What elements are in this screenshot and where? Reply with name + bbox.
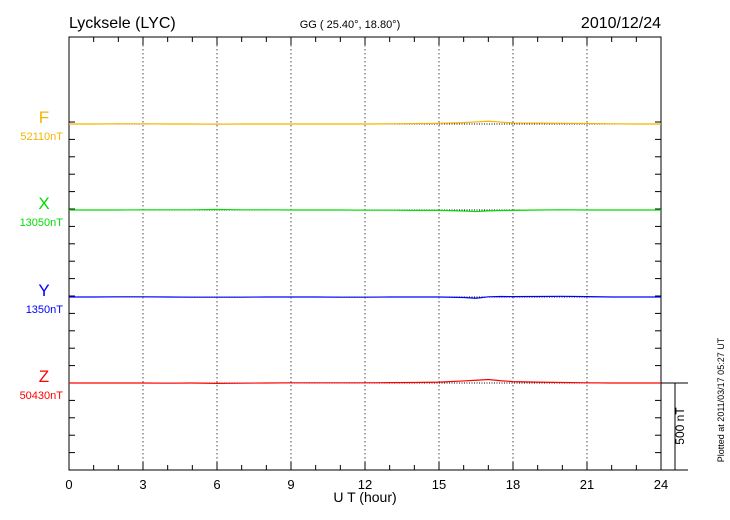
series-name-z: Z (39, 367, 49, 386)
series-baseline-label: 1350nT (26, 304, 64, 316)
chart-date: 2010/12/24 (581, 15, 661, 32)
x-tick-label: 24 (654, 477, 668, 492)
x-tick-label: 21 (580, 477, 594, 492)
chart-title: Lycksele (LYC) (69, 15, 176, 32)
x-tick-label: 9 (287, 477, 294, 492)
x-axis-label: U T (hour) (333, 489, 396, 505)
series-line-x (69, 208, 661, 213)
series-name-f: F (39, 108, 49, 127)
x-tick-label: 0 (65, 477, 72, 492)
series-baseline-label: 50430nT (20, 390, 64, 402)
series-baseline-label: 52110nT (20, 131, 63, 143)
series-line-y (69, 295, 661, 299)
series-name-x: X (38, 194, 49, 213)
x-tick-label: 3 (139, 477, 146, 492)
series-name-y: Y (38, 281, 49, 300)
series-line-z (69, 378, 661, 384)
plotted-footer: Plotted at 2011/03/17 05:27 UT (716, 337, 726, 462)
x-tick-label: 6 (213, 477, 220, 492)
x-tick-label: 15 (432, 477, 446, 492)
chart-subtitle: GG ( 25.40°, 18.80°) (300, 19, 401, 31)
series-baseline-label: 13050nT (20, 217, 64, 229)
x-tick-label: 12 (358, 477, 372, 492)
scale-bar-label: 500 nT (673, 407, 687, 445)
x-tick-label: 18 (506, 477, 520, 492)
series-line-f (69, 120, 661, 125)
